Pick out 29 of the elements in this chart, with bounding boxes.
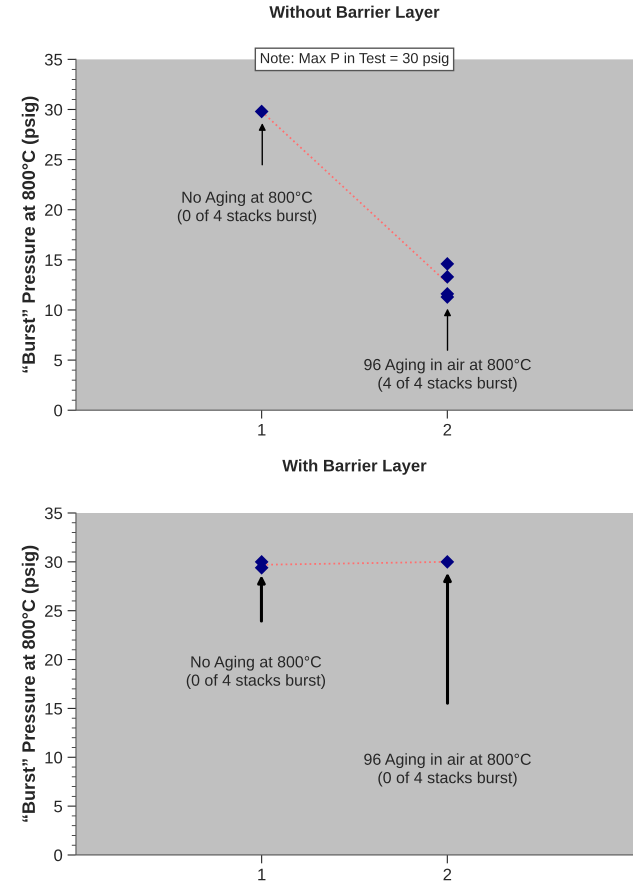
x-tick-label: 2: [444, 868, 452, 880]
y-tick-label: 15: [46, 702, 62, 715]
y-tick-label: 35: [44, 54, 62, 66]
y-tick-label: 0: [54, 404, 62, 416]
y-tick-label: 20: [45, 654, 62, 666]
x-tick-label: 1: [258, 424, 266, 436]
y-tick-label: 25: [45, 605, 62, 617]
y-tick-label: 10: [46, 304, 62, 316]
y-tick-label: 5: [54, 800, 62, 812]
chart-title: With Barrier Layer: [282, 459, 426, 475]
y-tick-label: 30: [44, 104, 62, 116]
y-tick-label: 20: [45, 204, 62, 216]
y-tick-label: 5: [54, 354, 62, 366]
y-tick-label: 0: [54, 849, 62, 862]
chart-title: Without Barrier Layer: [269, 6, 440, 22]
y-tick-label: 30: [44, 556, 62, 568]
y-tick-label: 25: [45, 154, 62, 166]
annotation: No Aging at 800°C (0 of 4 stacks burst): [186, 656, 326, 689]
annotation: 96 Aging in air at 800°C (4 of 4 stacks burst): [364, 358, 531, 392]
x-tick-label: 1: [258, 868, 266, 880]
annotation: 96 Aging in air at 800°C (0 of 4 stacks burst): [364, 753, 531, 786]
y-axis-title: “Burst” Pressure at 800°C (psig): [22, 96, 39, 373]
y-tick-label: 15: [46, 254, 62, 266]
y-tick-label: 10: [46, 752, 62, 764]
x-tick-label: 2: [444, 424, 452, 436]
annotation: No Aging at 800°C (0 of 4 stacks burst): [178, 191, 316, 224]
y-axis-title: “Burst” Pressure at 800°C (psig): [22, 546, 39, 822]
annotation: Note: Max P in Test = 30 psig: [260, 52, 448, 66]
y-tick-label: 35: [44, 507, 62, 520]
